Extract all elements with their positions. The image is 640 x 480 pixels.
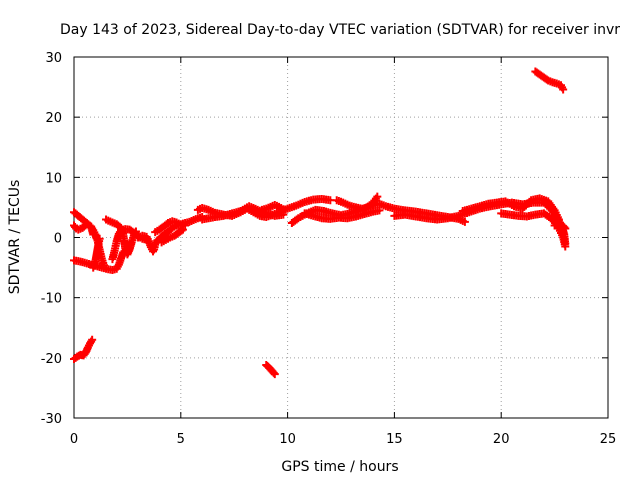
data-segment [257,201,288,214]
y-tick-label: -10 [41,292,62,307]
data-point-fill [560,223,569,232]
data-point [89,230,98,239]
axis-ticks: 0 5 10 15 20 25 -30 -20 -10 0 10 20 30 [41,51,617,447]
data-segment [89,234,104,272]
data-point [561,242,570,251]
data-point-fill [269,368,278,377]
y-tick-label: 20 [45,111,62,126]
data-point [95,234,104,243]
data-point [279,205,288,214]
data-point [373,192,382,201]
y-axis-label: SDTVAR / TECUs [7,180,23,295]
data-segment [262,361,279,379]
y-tick-label: -30 [41,412,62,427]
data-point [561,224,570,233]
chart-title: Day 143 of 2023, Sidereal Day-to-day VTE… [60,22,620,38]
y-tick-label: 0 [54,232,62,247]
x-tick-label: 10 [279,432,296,447]
data-segment [458,194,563,224]
x-tick-label: 25 [600,432,617,447]
data-segment [497,209,570,251]
data-point-fill [177,226,186,235]
data-point [181,221,190,230]
y-tick-label: 30 [45,51,62,66]
data-segment [157,225,187,247]
x-tick-label: 15 [386,432,403,447]
x-axis-label: GPS time / hours [281,459,398,475]
data-point [559,85,568,94]
data-segment [531,67,568,94]
data-segment [332,192,382,214]
data-segment [550,220,570,233]
data-point [460,217,469,226]
y-tick-label: -20 [41,352,62,367]
data-point [270,370,279,379]
data-point [375,206,384,215]
y-tick-label: 10 [45,171,62,186]
x-tick-label: 5 [177,432,185,447]
series-sdtvar [70,67,570,379]
data-segment [70,220,98,239]
grid-lines [74,57,608,418]
data-point [88,335,97,344]
x-tick-label: 0 [70,432,78,447]
data-segment [151,217,190,237]
data-point [178,225,187,234]
data-segment [300,206,384,223]
data-segment [70,335,97,364]
x-tick-label: 20 [493,432,510,447]
